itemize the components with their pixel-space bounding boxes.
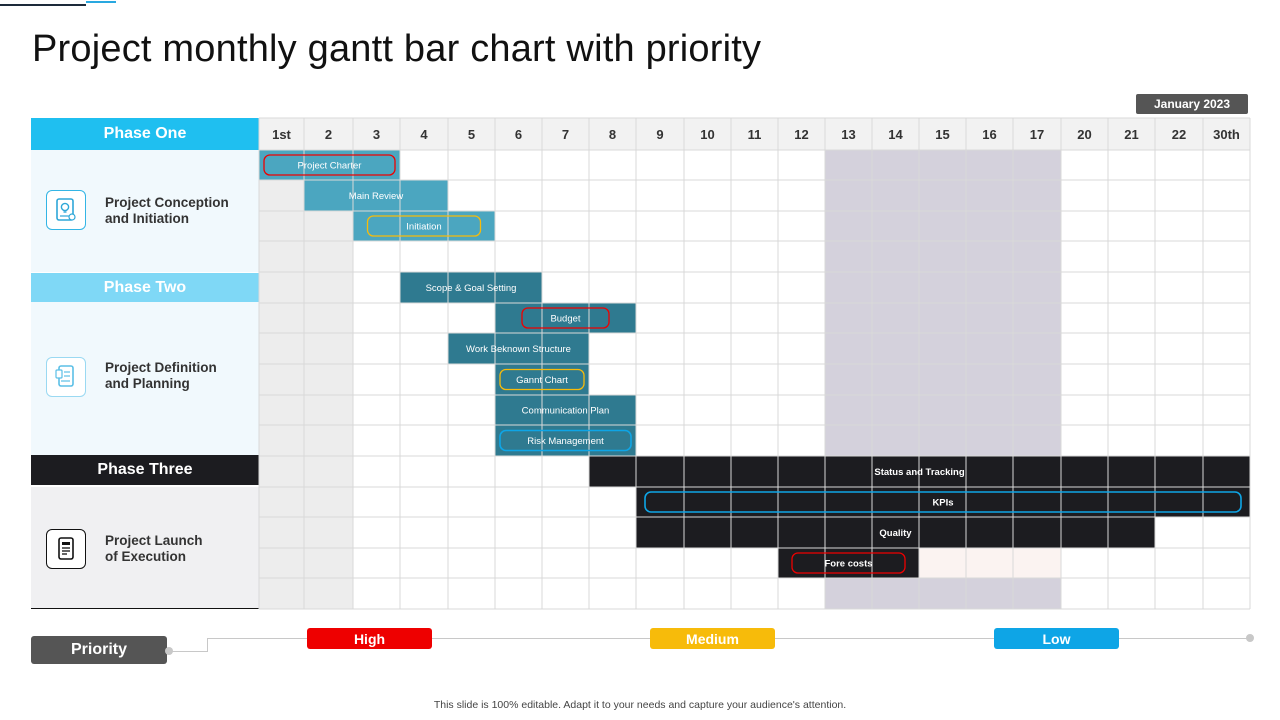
phase-one-panel: Project Conception and Initiation [31, 150, 259, 272]
task-label: KPIs [932, 498, 953, 509]
priority-line-end-dot [1246, 634, 1254, 642]
priority-connector-vertical [207, 638, 208, 652]
phase-three-label-line1: Project Launch [105, 533, 203, 548]
priority-outline-low [644, 491, 1242, 513]
phase-one-label-line1: Project Conception [105, 195, 229, 210]
day-label: 13 [841, 127, 855, 142]
phase-two-panel: Project Definition and Planning [31, 302, 259, 455]
task-bar [400, 272, 542, 303]
day-label: 20 [1077, 127, 1091, 142]
task-label: Budget [550, 314, 580, 325]
day-label: 17 [1030, 127, 1044, 142]
phase-two-label: Project Definition and Planning [105, 360, 255, 392]
day-label: 10 [700, 127, 714, 142]
shaded-region-pink [919, 548, 1061, 578]
day-label: 30th [1213, 127, 1240, 142]
phase-three-header: Phase Three [31, 455, 259, 485]
day-label: 9 [656, 127, 663, 142]
day-label: 4 [420, 127, 428, 142]
day-label: 22 [1172, 127, 1186, 142]
priority-high-chip: High [307, 628, 432, 649]
task-label: Project Charter [298, 161, 362, 172]
day-label: 3 [373, 127, 380, 142]
day-label: 5 [468, 127, 475, 142]
day-label: 15 [935, 127, 949, 142]
day-label: 2 [325, 127, 332, 142]
priority-outline-low [499, 429, 632, 452]
month-badge: January 2023 [1136, 94, 1248, 114]
task-bar [304, 180, 448, 211]
shaded-region-grey [259, 150, 353, 609]
phase-two-header: Phase Two [31, 273, 259, 302]
top-accent-dark [0, 4, 86, 6]
task-label: Scope & Goal Setting [426, 283, 517, 294]
priority-outline-high [791, 552, 906, 574]
task-label: Status and Tracking [874, 467, 964, 478]
priority-low-chip: Low [994, 628, 1119, 649]
priority-outline-high [263, 154, 396, 176]
priority-outline-medium [499, 368, 585, 391]
task-label: Risk Management [527, 436, 604, 447]
phase-one-label-line2: and Initiation [105, 211, 189, 226]
task-label: Main Review [349, 191, 404, 202]
priority-button: Priority [31, 636, 167, 664]
task-bar [448, 333, 589, 364]
day-label: 21 [1124, 127, 1138, 142]
day-label: 16 [982, 127, 996, 142]
priority-outline-high [521, 307, 610, 329]
planning-document-icon [46, 357, 86, 397]
phase-three-label-line2: of Execution [105, 549, 187, 564]
day-label: 1st [272, 127, 291, 142]
task-label: Gannt Chart [516, 375, 568, 386]
day-label: 12 [794, 127, 808, 142]
footer-note: This slide is 100% editable. Adapt it to… [433, 699, 847, 711]
day-label: 8 [609, 127, 616, 142]
day-label: 11 [748, 127, 762, 142]
lightbulb-document-icon [46, 190, 86, 230]
shaded-region-lavender [825, 578, 1061, 609]
task-label: Initiation [406, 222, 441, 233]
task-bar [636, 517, 1155, 548]
priority-connector [169, 651, 207, 652]
day-header-background [259, 118, 1250, 150]
phase-two-label-line2: and Planning [105, 376, 190, 391]
priority-medium-chip: Medium [650, 628, 775, 649]
phase-two-label-line1: Project Definition [105, 360, 217, 375]
day-label: 7 [562, 127, 569, 142]
page-title: Project monthly gantt bar chart with pri… [32, 28, 762, 70]
day-label: 14 [888, 127, 903, 142]
phase-one-label: Project Conception and Initiation [105, 195, 255, 227]
phase-three-panel: Project Launch of Execution [31, 487, 259, 609]
task-label: Quality [879, 528, 912, 539]
task-label: Communication Plan [522, 406, 610, 417]
task-bar [495, 395, 636, 425]
top-accent-blue [86, 1, 116, 3]
phase-three-label: Project Launch of Execution [105, 533, 255, 565]
launch-document-icon [46, 529, 86, 569]
task-label: Work Beknown Structure [466, 344, 571, 355]
priority-outline-medium [366, 215, 482, 237]
phase-one-header: Phase One [31, 118, 259, 150]
task-label: Fore costs [824, 559, 872, 570]
day-label: 6 [515, 127, 522, 142]
